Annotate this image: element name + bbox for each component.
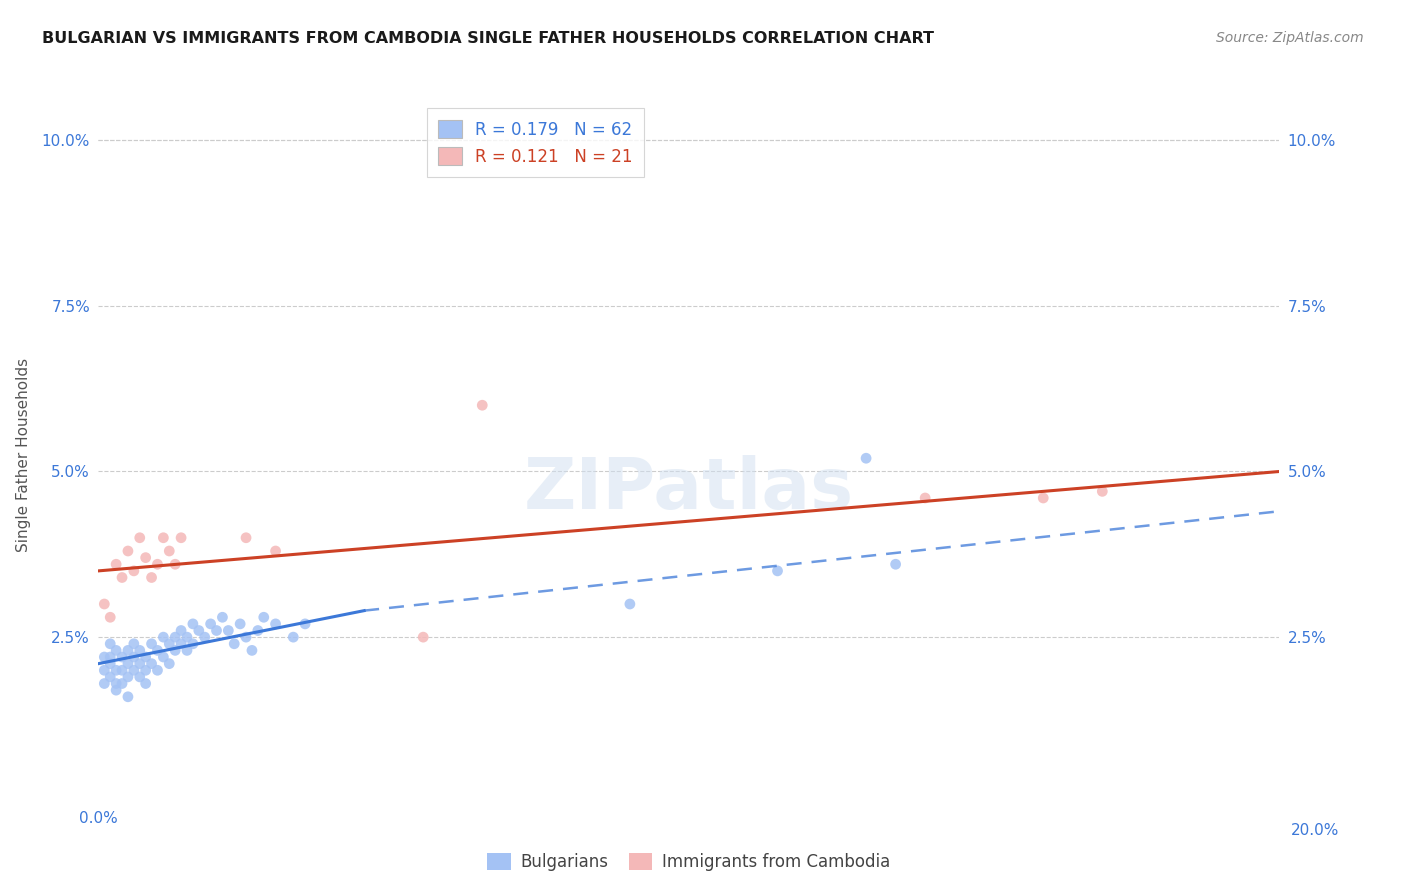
Point <box>471 398 494 412</box>
Point <box>1091 484 1114 499</box>
Point <box>135 676 157 690</box>
Point <box>122 663 145 677</box>
Point <box>93 597 115 611</box>
Point <box>1032 491 1054 505</box>
Point <box>111 570 134 584</box>
Point <box>111 676 134 690</box>
Point <box>165 643 187 657</box>
Legend: Bulgarians, Immigrants from Cambodia: Bulgarians, Immigrants from Cambodia <box>481 847 897 878</box>
Point <box>105 676 128 690</box>
Point <box>105 683 128 698</box>
Point <box>105 558 128 572</box>
Point <box>229 616 252 631</box>
Point <box>619 597 641 611</box>
Point <box>128 531 150 545</box>
Point <box>165 630 187 644</box>
Point <box>194 630 217 644</box>
Text: 20.0%: 20.0% <box>1291 823 1340 838</box>
Point <box>157 544 180 558</box>
Point <box>141 637 163 651</box>
Point <box>246 624 269 638</box>
Point <box>98 670 121 684</box>
Point <box>253 610 276 624</box>
Point <box>412 630 434 644</box>
Point <box>152 531 174 545</box>
Y-axis label: Single Father Households: Single Father Households <box>15 358 31 552</box>
Point <box>200 616 222 631</box>
Point <box>98 657 121 671</box>
Text: BULGARIAN VS IMMIGRANTS FROM CAMBODIA SINGLE FATHER HOUSEHOLDS CORRELATION CHART: BULGARIAN VS IMMIGRANTS FROM CAMBODIA SI… <box>42 31 934 46</box>
Point <box>205 624 228 638</box>
Point <box>141 657 163 671</box>
Point <box>93 663 115 677</box>
Point <box>128 643 150 657</box>
Point <box>176 643 198 657</box>
Point <box>111 663 134 677</box>
Point <box>235 531 257 545</box>
Point <box>170 637 193 651</box>
Text: Source: ZipAtlas.com: Source: ZipAtlas.com <box>1216 31 1364 45</box>
Point <box>211 610 233 624</box>
Point <box>146 643 169 657</box>
Point <box>157 637 180 651</box>
Point <box>264 544 287 558</box>
Point <box>165 558 187 572</box>
Text: ZIPatlas: ZIPatlas <box>524 455 853 524</box>
Point <box>105 643 128 657</box>
Point <box>884 558 907 572</box>
Point <box>157 657 180 671</box>
Point <box>111 650 134 665</box>
Point <box>105 663 128 677</box>
Point <box>264 616 287 631</box>
Point <box>122 564 145 578</box>
Point <box>117 690 139 704</box>
Point <box>117 643 139 657</box>
Point <box>240 643 263 657</box>
Point <box>135 550 157 565</box>
Point <box>170 531 193 545</box>
Point <box>855 451 877 466</box>
Point <box>98 610 121 624</box>
Point <box>152 650 174 665</box>
Point <box>141 570 163 584</box>
Point <box>235 630 257 644</box>
Point <box>93 676 115 690</box>
Point <box>117 657 139 671</box>
Point <box>294 616 316 631</box>
Point <box>217 624 239 638</box>
Point <box>128 657 150 671</box>
Point <box>98 637 121 651</box>
Point <box>181 616 204 631</box>
Point <box>128 670 150 684</box>
Point <box>176 630 198 644</box>
Point <box>283 630 305 644</box>
Point <box>224 637 246 651</box>
Point <box>146 663 169 677</box>
Point <box>170 624 193 638</box>
Point <box>146 558 169 572</box>
Point <box>152 630 174 644</box>
Point <box>135 650 157 665</box>
Point <box>122 650 145 665</box>
Point <box>93 650 115 665</box>
Point <box>117 670 139 684</box>
Point <box>766 564 789 578</box>
Point <box>117 544 139 558</box>
Point <box>98 650 121 665</box>
Point <box>181 637 204 651</box>
Point <box>187 624 209 638</box>
Point <box>914 491 936 505</box>
Point <box>122 637 145 651</box>
Point <box>135 663 157 677</box>
